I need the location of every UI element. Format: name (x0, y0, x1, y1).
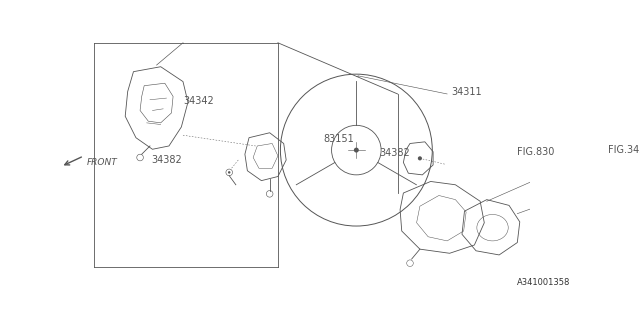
Text: 34342: 34342 (183, 96, 214, 106)
Circle shape (228, 171, 230, 174)
Text: FIG.343: FIG.343 (608, 145, 640, 155)
Circle shape (354, 148, 359, 153)
Text: 34311: 34311 (451, 87, 482, 97)
Text: FRONT: FRONT (86, 158, 117, 167)
Circle shape (418, 156, 422, 160)
Text: FIG.830: FIG.830 (517, 147, 555, 157)
Text: 83151: 83151 (323, 134, 354, 144)
Text: 34382: 34382 (380, 148, 410, 158)
Text: 34382: 34382 (152, 155, 182, 165)
Text: A341001358: A341001358 (517, 278, 571, 287)
